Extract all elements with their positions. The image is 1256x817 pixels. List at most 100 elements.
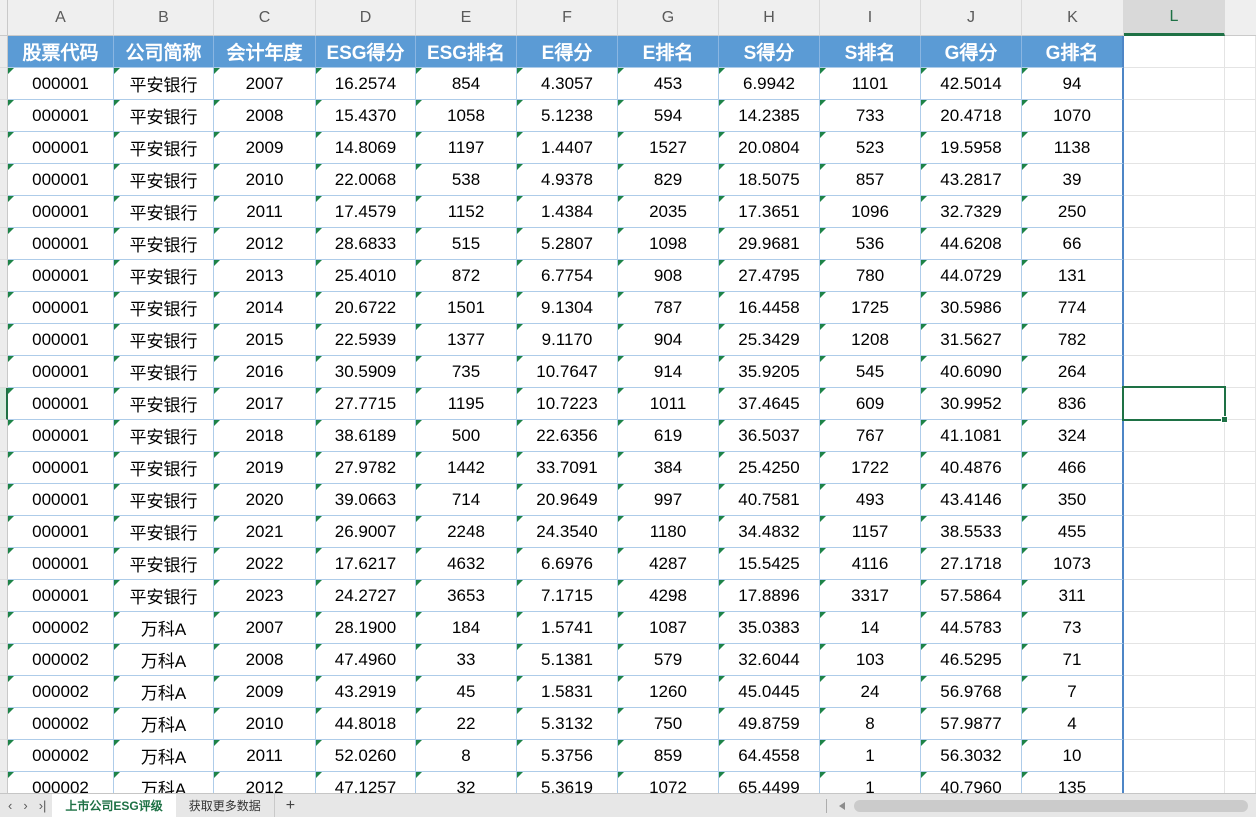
cell[interactable]: 1096 bbox=[820, 196, 921, 228]
cell[interactable]: 43.4146 bbox=[921, 484, 1022, 516]
header-cell[interactable]: 股票代码 bbox=[8, 36, 114, 68]
cell[interactable]: 5.3132 bbox=[517, 708, 618, 740]
sheet-nav-prev-icon[interactable]: ‹ bbox=[8, 798, 13, 813]
cell[interactable]: 1070 bbox=[1022, 100, 1124, 132]
cell[interactable]: 000002 bbox=[8, 708, 114, 740]
cell-empty[interactable] bbox=[1124, 612, 1225, 644]
cell[interactable]: 17.8896 bbox=[719, 580, 820, 612]
cell[interactable]: 914 bbox=[618, 356, 719, 388]
row-header-partial[interactable] bbox=[0, 68, 8, 100]
cell-empty[interactable] bbox=[1225, 132, 1256, 164]
row-header-partial[interactable] bbox=[0, 388, 8, 420]
cell-empty[interactable] bbox=[1225, 68, 1256, 100]
header-cell[interactable]: ESG得分 bbox=[316, 36, 416, 68]
cell[interactable]: 27.1718 bbox=[921, 548, 1022, 580]
cell[interactable]: 18.5075 bbox=[719, 164, 820, 196]
cell[interactable]: 45.0445 bbox=[719, 676, 820, 708]
cell[interactable]: 908 bbox=[618, 260, 719, 292]
column-header-I[interactable]: I bbox=[820, 0, 921, 36]
cell-empty[interactable] bbox=[1124, 36, 1225, 68]
cell[interactable]: 350 bbox=[1022, 484, 1124, 516]
cell-empty[interactable] bbox=[1124, 484, 1225, 516]
cell[interactable]: 9.1170 bbox=[517, 324, 618, 356]
cell[interactable]: 7.1715 bbox=[517, 580, 618, 612]
cell[interactable]: 466 bbox=[1022, 452, 1124, 484]
cell[interactable]: 39.0663 bbox=[316, 484, 416, 516]
cell[interactable]: 52.0260 bbox=[316, 740, 416, 772]
cell[interactable]: 20.6722 bbox=[316, 292, 416, 324]
cell[interactable]: 万科A bbox=[114, 708, 214, 740]
cell-empty[interactable] bbox=[1124, 292, 1225, 324]
cell[interactable]: 平安银行 bbox=[114, 452, 214, 484]
cell[interactable]: 73 bbox=[1022, 612, 1124, 644]
cell[interactable]: 10.7223 bbox=[517, 388, 618, 420]
cell[interactable]: 28.6833 bbox=[316, 228, 416, 260]
cell[interactable]: 000001 bbox=[8, 420, 114, 452]
cell[interactable]: 1157 bbox=[820, 516, 921, 548]
cell[interactable]: 735 bbox=[416, 356, 517, 388]
header-cell[interactable]: S排名 bbox=[820, 36, 921, 68]
cell[interactable]: 750 bbox=[618, 708, 719, 740]
cell[interactable]: 2015 bbox=[214, 324, 316, 356]
cell[interactable]: 515 bbox=[416, 228, 517, 260]
cell[interactable]: 10 bbox=[1022, 740, 1124, 772]
cell[interactable]: 836 bbox=[1022, 388, 1124, 420]
cell[interactable]: 37.4645 bbox=[719, 388, 820, 420]
cell[interactable]: 523 bbox=[820, 132, 921, 164]
cell[interactable]: 8 bbox=[416, 740, 517, 772]
cell-empty[interactable] bbox=[1124, 772, 1225, 793]
cell[interactable]: 57.5864 bbox=[921, 580, 1022, 612]
cell[interactable]: 44.5783 bbox=[921, 612, 1022, 644]
cell-empty[interactable] bbox=[1225, 708, 1256, 740]
scroll-left-arrow-icon[interactable] bbox=[839, 802, 845, 810]
cell[interactable]: 000001 bbox=[8, 164, 114, 196]
column-header-L[interactable]: L bbox=[1124, 0, 1225, 36]
cell[interactable]: 49.8759 bbox=[719, 708, 820, 740]
cell[interactable]: 5.1238 bbox=[517, 100, 618, 132]
cell-empty[interactable] bbox=[1124, 708, 1225, 740]
column-header-K[interactable]: K bbox=[1022, 0, 1124, 36]
cell[interactable]: 5.3756 bbox=[517, 740, 618, 772]
cell[interactable]: 32 bbox=[416, 772, 517, 793]
cell-empty[interactable] bbox=[1124, 164, 1225, 196]
header-cell[interactable]: E排名 bbox=[618, 36, 719, 68]
cell[interactable]: 平安银行 bbox=[114, 68, 214, 100]
cell[interactable]: 1197 bbox=[416, 132, 517, 164]
row-header-partial[interactable] bbox=[0, 676, 8, 708]
cell[interactable]: 500 bbox=[416, 420, 517, 452]
cell[interactable]: 57.9877 bbox=[921, 708, 1022, 740]
cell[interactable]: 2020 bbox=[214, 484, 316, 516]
cell[interactable]: 000001 bbox=[8, 100, 114, 132]
cell[interactable]: 000001 bbox=[8, 228, 114, 260]
cell[interactable]: 40.4876 bbox=[921, 452, 1022, 484]
cell[interactable]: 714 bbox=[416, 484, 517, 516]
cell[interactable]: 40.7960 bbox=[921, 772, 1022, 793]
cell[interactable]: 平安银行 bbox=[114, 132, 214, 164]
cell[interactable]: 24.3540 bbox=[517, 516, 618, 548]
cell[interactable]: 平安银行 bbox=[114, 100, 214, 132]
cell[interactable]: 34.4832 bbox=[719, 516, 820, 548]
cell-empty[interactable] bbox=[1225, 740, 1256, 772]
cell[interactable]: 1072 bbox=[618, 772, 719, 793]
cell[interactable]: 1 bbox=[820, 772, 921, 793]
cell[interactable]: 平安银行 bbox=[114, 260, 214, 292]
cell[interactable]: 1.4407 bbox=[517, 132, 618, 164]
cell[interactable]: 135 bbox=[1022, 772, 1124, 793]
row-header-partial[interactable] bbox=[0, 452, 8, 484]
sheet-tab-active[interactable]: 上市公司ESG评级 bbox=[52, 794, 176, 817]
cell[interactable]: 264 bbox=[1022, 356, 1124, 388]
cell[interactable]: 455 bbox=[1022, 516, 1124, 548]
cell[interactable]: 4.3057 bbox=[517, 68, 618, 100]
cell[interactable]: 20.9649 bbox=[517, 484, 618, 516]
cell[interactable]: 324 bbox=[1022, 420, 1124, 452]
cell[interactable]: 1152 bbox=[416, 196, 517, 228]
cell[interactable]: 33 bbox=[416, 644, 517, 676]
column-header-G[interactable]: G bbox=[618, 0, 719, 36]
tab-scrollbar-splitter[interactable] bbox=[826, 799, 827, 813]
cell[interactable]: 27.4795 bbox=[719, 260, 820, 292]
row-header-partial[interactable] bbox=[0, 740, 8, 772]
column-header-E[interactable]: E bbox=[416, 0, 517, 36]
cell[interactable]: 1.4384 bbox=[517, 196, 618, 228]
cell-empty[interactable] bbox=[1124, 68, 1225, 100]
cell-empty[interactable] bbox=[1225, 484, 1256, 516]
